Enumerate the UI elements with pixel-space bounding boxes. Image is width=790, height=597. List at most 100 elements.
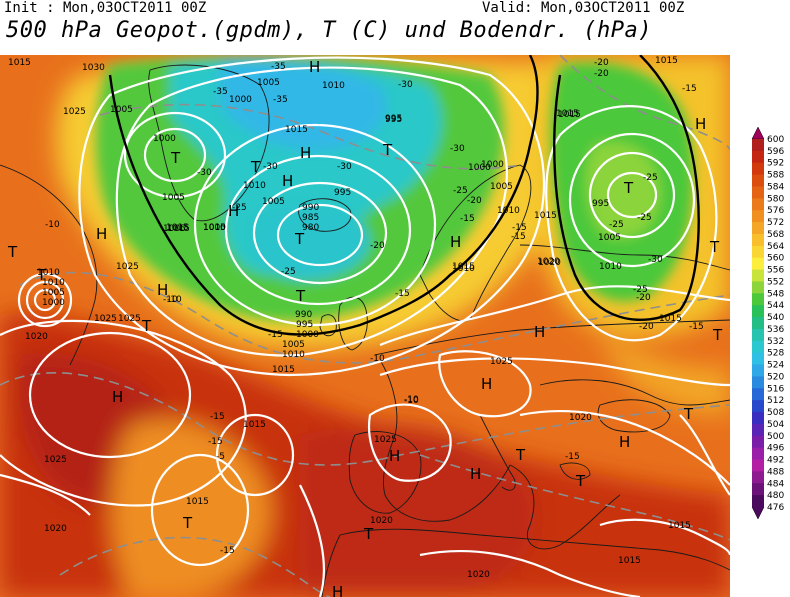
temperature-label: -25: [633, 285, 648, 295]
scale-swatch: [752, 245, 764, 259]
isobar-label: 1010: [497, 206, 520, 216]
scale-swatch: [752, 447, 764, 461]
isobar-label: 1025: [63, 107, 86, 117]
high-center-11: H: [112, 388, 123, 406]
isobar-label: 1015: [659, 314, 682, 324]
isobar-label: 1010: [37, 268, 60, 278]
isobar-label: 1015: [534, 211, 557, 221]
low-center-15: T: [182, 514, 193, 532]
scale-tick-label: 524: [767, 361, 784, 371]
isobar-label: 1025: [44, 455, 67, 465]
scale-tick-label: 476: [767, 503, 784, 513]
high-center-14: H: [619, 433, 630, 451]
scale-arrow-up: [751, 126, 765, 140]
scale-tick-label: 500: [767, 432, 784, 442]
scale-swatch: [752, 222, 764, 235]
scale-swatch: [752, 376, 764, 389]
isobar-label: 1015: [167, 224, 190, 234]
low-center-11: T: [712, 326, 723, 344]
isobar-label: 995: [385, 114, 402, 124]
scale-swatch: [752, 483, 764, 496]
isobar-label: 1015: [556, 109, 579, 119]
temperature-label: -20: [594, 58, 609, 68]
isobar-label: 1020: [467, 570, 490, 580]
low-center-7: T: [36, 266, 47, 284]
low-center-6: T: [7, 243, 18, 261]
temperature-label: -10: [167, 295, 182, 305]
temperature-label: -15: [268, 330, 283, 340]
isobar-label: 1005: [262, 197, 285, 207]
scale-tick-label: 504: [767, 420, 784, 430]
scale-tick-label: 492: [767, 456, 784, 466]
scale-tick-label: 556: [767, 266, 784, 276]
init-time-label: Init : Mon,03OCT2011 00Z: [4, 0, 207, 16]
isobar-label: 1015: [655, 56, 678, 66]
isobar-label: 1005: [490, 182, 513, 192]
temperature-label: -20: [370, 241, 385, 251]
isobars: [0, 56, 730, 597]
scale-swatch: [752, 162, 764, 176]
isobar-label: 1025: [118, 314, 141, 324]
isobar-label: 1020: [25, 332, 48, 342]
isobar-label: 1000: [42, 298, 65, 308]
low-center-5: T: [295, 287, 306, 305]
scale-tick-label: 548: [767, 289, 784, 299]
valid-time-label: Valid: Mon,03OCT2011 00Z: [482, 0, 685, 16]
scale-tick-label: 580: [767, 194, 784, 204]
temperature-labels: -35 -35 -35 -30 -30 -30 -30 -30 -25 -25 …: [45, 58, 704, 556]
scale-tick-label: 568: [767, 230, 784, 240]
isobar-label: 985: [302, 213, 319, 223]
scale-tick-label: 544: [767, 301, 784, 311]
isobar-label: 995: [296, 320, 313, 330]
scale-tick-label: 592: [767, 159, 784, 169]
scale-tick-label: 516: [767, 384, 784, 394]
low-center-1: T: [382, 141, 393, 159]
temperature-label: -30: [197, 168, 212, 178]
temperature-label: -25: [453, 186, 468, 196]
isobar-label: 990: [302, 203, 319, 213]
temperature-label: -15: [220, 546, 235, 556]
scale-swatch: [752, 364, 764, 377]
temperature-label: -15: [511, 232, 526, 242]
isobar-label: 1000: [153, 134, 176, 144]
temperature-label: -25: [609, 220, 624, 230]
isobar-label: 1000: [296, 330, 319, 340]
isobar-label: 1020: [370, 516, 393, 526]
high-center-7: H: [450, 233, 461, 251]
isobar-label: 1020: [538, 258, 561, 268]
scale-tick-label: 564: [767, 242, 784, 252]
isobar-label: 1010: [203, 223, 226, 233]
isobar-label: 995: [385, 115, 402, 125]
low-center-16: T: [363, 525, 374, 543]
temperature-label: -20: [467, 196, 482, 206]
high-center-9: H: [534, 323, 545, 341]
temperature-label: -30: [337, 162, 352, 172]
scale-swatch: [752, 198, 764, 211]
scale-swatch: [752, 340, 764, 354]
temperature-label: -20: [639, 322, 654, 332]
scale-tick-label: 576: [767, 206, 784, 216]
scale-tick-label: 560: [767, 254, 784, 264]
isobar-label: 980: [302, 223, 319, 233]
weather-map: H H H H H H H H H H H H H H H T T T T T …: [0, 55, 730, 597]
scale-swatch: [752, 139, 764, 152]
scale-swatch: [752, 471, 764, 484]
high-center-13: H: [470, 465, 481, 483]
scale-tick-label: 552: [767, 277, 784, 287]
scale-swatch: [752, 423, 764, 437]
temperature-label: -15: [460, 214, 475, 224]
scale-swatch: [752, 400, 764, 413]
low-center-13: T: [575, 472, 586, 490]
isobar-label: 1020: [569, 413, 592, 423]
scale-swatch: [752, 388, 764, 401]
temperature-label: -35: [271, 62, 286, 72]
scale-tick-label: 584: [767, 182, 784, 192]
isobar-label: 1015: [166, 223, 189, 233]
isobar-label: 1015: [558, 110, 581, 120]
isobar-label: 1010: [599, 262, 622, 272]
isobar-label: 1010: [42, 278, 65, 288]
temperature-isolines: [0, 55, 730, 597]
scale-tick-label: 484: [767, 479, 784, 489]
scale-swatch: [752, 352, 764, 366]
scale-tick-label: 508: [767, 408, 784, 418]
